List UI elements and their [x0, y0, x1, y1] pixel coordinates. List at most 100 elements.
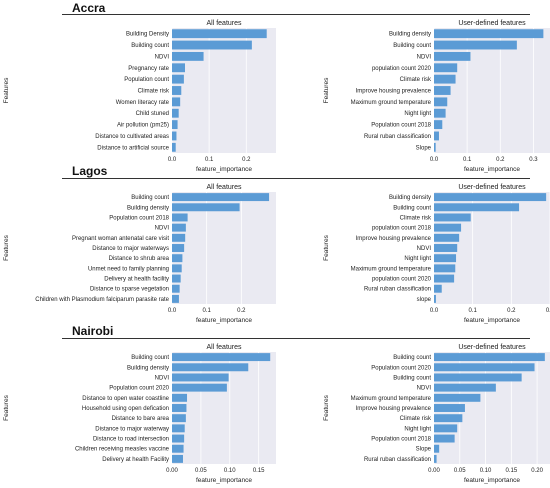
bar — [172, 142, 176, 152]
x-tick-label: 0.0 — [430, 308, 439, 314]
bar — [172, 444, 184, 453]
category-label: Distance to cultivated areas — [95, 134, 169, 140]
category-label: Unmet need to family planning — [88, 266, 169, 272]
x-tick-label: 0.15 — [505, 468, 517, 474]
category-label: slope — [417, 297, 432, 303]
category-label: Maximum ground temperature — [351, 266, 432, 272]
category-label: NDVI — [155, 54, 170, 60]
y-axis-label: Features — [3, 234, 10, 260]
category-label: Delivery at health Facility — [102, 457, 169, 463]
x-tick-label: 0.3 — [546, 308, 550, 314]
x-tick-label: 0.20 — [531, 468, 543, 474]
bar — [434, 363, 535, 372]
city-divider — [62, 14, 530, 15]
chart-accra-all-features: All features Building Density Building cou… — [3, 20, 276, 173]
chart-nairobi-user-defined: User-defined features Building count Popul… — [323, 344, 550, 484]
y-axis-label: Features — [323, 77, 330, 103]
x-tick-label: 0.1 — [202, 308, 211, 314]
category-label: Delivery at health facility — [104, 277, 169, 283]
x-tick-label: 0.2 — [242, 157, 251, 163]
category-label: Distance to artificial source — [97, 145, 169, 151]
bar — [434, 444, 440, 453]
bar — [434, 29, 544, 39]
bar — [172, 274, 181, 283]
bar — [434, 383, 496, 392]
bar — [434, 203, 520, 212]
bar — [172, 120, 178, 130]
bar — [172, 203, 240, 212]
category-label: NDVI — [417, 386, 432, 392]
bar — [172, 393, 188, 402]
y-axis-label: Features — [3, 77, 10, 103]
chart-title: User-defined features — [458, 344, 526, 351]
bar — [172, 383, 227, 392]
bar — [172, 434, 185, 443]
x-tick-label: 0.2 — [237, 308, 246, 314]
category-label: Slope — [416, 447, 432, 453]
category-label: Distance to shrub area — [109, 256, 170, 262]
x-axis-label: feature_importance — [196, 477, 252, 484]
bar — [434, 264, 456, 273]
chart-title: All features — [206, 20, 242, 27]
category-label: Climate risk — [400, 215, 432, 221]
category-label: Climate risk — [400, 416, 432, 422]
bar — [434, 86, 451, 95]
category-label: Population count 2020 — [371, 365, 431, 371]
category-label: Population count — [124, 77, 169, 83]
bar — [172, 193, 270, 202]
bar — [434, 434, 455, 443]
category-label: Rural ruban classification — [364, 134, 431, 140]
x-tick-label: 0.2 — [496, 157, 505, 163]
category-label: Maximum ground temperature — [351, 100, 432, 106]
x-tick-label: 0.3 — [529, 157, 538, 163]
category-label: NDVI — [155, 375, 170, 381]
y-axis-label: Features — [323, 394, 330, 420]
category-label: NDVI — [417, 54, 432, 60]
category-label: Improve housing prevalence — [356, 236, 432, 242]
bar — [434, 193, 547, 202]
x-axis-label: feature_importance — [196, 166, 252, 173]
category-label: Building count — [131, 43, 169, 49]
x-tick-label: 0.1 — [468, 308, 477, 314]
bar — [434, 108, 446, 118]
category-label: Pregnancy rate — [128, 66, 169, 72]
bar — [434, 120, 443, 130]
category-label: Night light — [404, 111, 431, 117]
chart-lagos-user-defined: User-defined features Building density Bui… — [323, 184, 550, 324]
category-label: Population count 2018 — [371, 437, 431, 443]
category-label: Building count — [393, 205, 431, 211]
x-tick-label: 0.15 — [253, 468, 265, 474]
bar — [434, 63, 458, 73]
bar — [434, 373, 522, 382]
bar — [434, 40, 517, 50]
category-label: Distance to sparse vegetation — [90, 287, 169, 293]
category-label: Building count — [131, 355, 169, 361]
category-label: population count 2020 — [372, 277, 432, 283]
bar — [434, 404, 465, 412]
bar — [434, 51, 471, 61]
x-tick-label: 0.0 — [430, 157, 439, 163]
category-label: Children with Plasmodium falciparum para… — [35, 297, 169, 303]
category-label: Building density — [127, 365, 169, 371]
category-label: Building density — [389, 195, 431, 201]
category-label: Building count — [131, 195, 169, 201]
chart-title: User-defined features — [458, 20, 526, 27]
bar — [172, 233, 186, 242]
bar — [172, 86, 182, 95]
category-label: Distance to open water coastline — [82, 396, 169, 402]
category-label: Night light — [404, 256, 431, 262]
category-label: Building density — [127, 205, 169, 211]
bar — [434, 284, 442, 293]
category-label: population count 2020 — [372, 66, 432, 72]
x-tick-label: 0.05 — [454, 468, 466, 474]
x-tick-label: 0.1 — [463, 157, 472, 163]
chart-title: User-defined features — [458, 184, 526, 191]
bar — [172, 213, 188, 222]
bar — [434, 353, 545, 362]
x-tick-label: 0.0 — [168, 308, 177, 314]
category-label: Improve housing prevalence — [356, 406, 432, 412]
bar — [434, 74, 456, 84]
category-label: Population count 2018 — [109, 215, 169, 221]
bar — [172, 424, 185, 433]
bar — [434, 97, 448, 107]
